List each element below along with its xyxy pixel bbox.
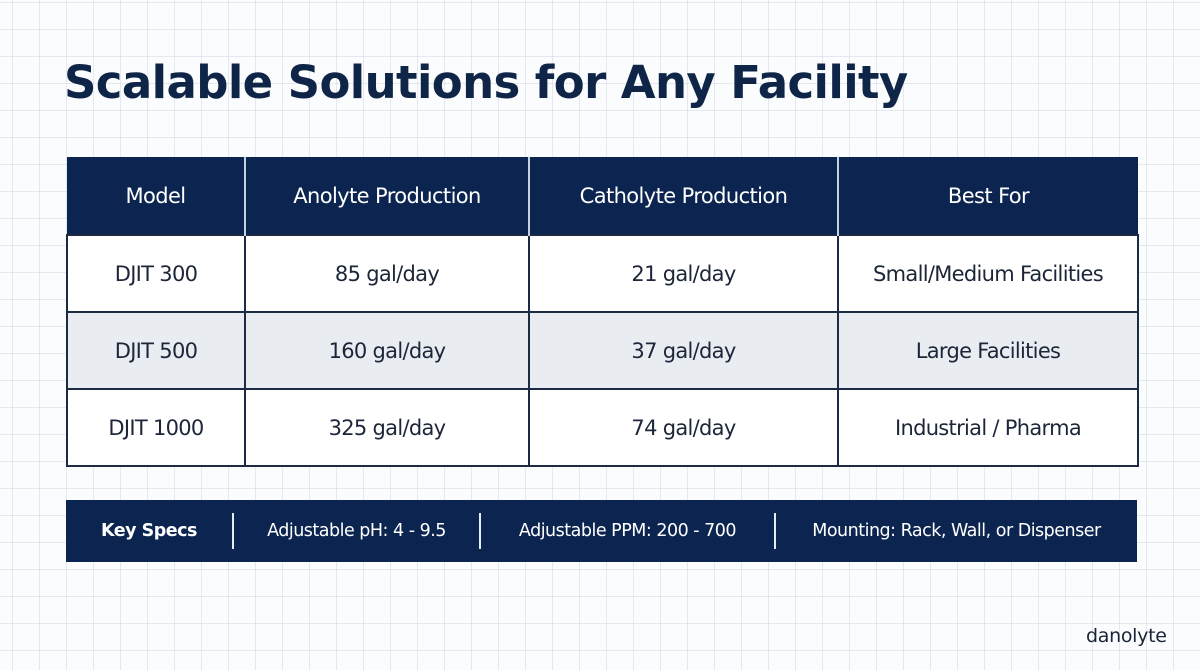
page-title: Scalable Solutions for Any Facility (64, 56, 908, 109)
cell-model: DJIT 1000 (66, 388, 246, 467)
header-model: Model (125, 183, 186, 208)
cell-model: DJIT 300 (66, 234, 246, 313)
cell-best-for: Large Facilities (837, 311, 1139, 390)
table-row: DJIT 300 85 gal/day 21 gal/day Small/Med… (66, 234, 1139, 313)
cell-best-for: Small/Medium Facilities (837, 234, 1139, 313)
header-anolyte-production: Anolyte Production (244, 157, 529, 235)
brand-logo: danolyte (1086, 625, 1167, 647)
table-row: DJIT 500 160 gal/day 37 gal/day Large Fa… (66, 311, 1139, 390)
header-catholyte-production: Catholyte Production (528, 157, 838, 235)
table-header-row: Model Anolyte Production Catholyte Produ… (67, 157, 1138, 235)
cell-model: DJIT 500 (66, 311, 246, 390)
cell-catholyte: 21 gal/day (528, 234, 839, 313)
spec-ppm: Adjustable PPM: 200 - 700 (518, 521, 737, 541)
cell-catholyte: 37 gal/day (528, 311, 839, 390)
cell-anolyte: 160 gal/day (244, 311, 530, 390)
key-specs-bar: Key Specs Adjustable pH: 4 - 9.5 Adjusta… (66, 500, 1137, 562)
model-comparison-table: Model Anolyte Production Catholyte Produ… (66, 157, 1139, 467)
table-row: DJIT 1000 325 gal/day 74 gal/day Industr… (66, 388, 1139, 467)
cell-anolyte: 85 gal/day (244, 234, 530, 313)
divider (479, 513, 481, 549)
spec-mounting: Mounting: Rack, Wall, or Dispenser (812, 521, 1101, 541)
spec-ph: Adjustable pH: 4 - 9.5 (267, 521, 446, 541)
cell-catholyte: 74 gal/day (528, 388, 839, 467)
cell-anolyte: 325 gal/day (244, 388, 530, 467)
divider (232, 513, 234, 549)
header-best-for: Best For (837, 157, 1138, 235)
cell-best-for: Industrial / Pharma (837, 388, 1139, 467)
key-specs-label: Key Specs (101, 521, 197, 541)
divider (774, 513, 776, 549)
